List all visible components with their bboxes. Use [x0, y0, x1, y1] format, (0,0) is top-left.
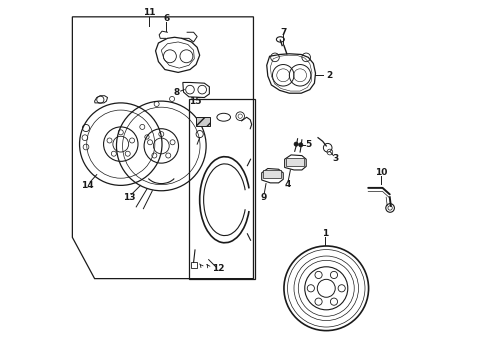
Polygon shape: [196, 117, 210, 126]
Bar: [190, 262, 197, 268]
Text: 13: 13: [122, 193, 135, 202]
Circle shape: [298, 143, 303, 147]
Bar: [188, 99, 255, 279]
Bar: [285, 158, 304, 166]
Text: 6: 6: [163, 14, 169, 23]
Bar: [263, 170, 281, 178]
Circle shape: [293, 142, 298, 146]
Text: 15: 15: [189, 97, 201, 106]
Text: 9: 9: [260, 193, 266, 202]
Text: 5: 5: [305, 140, 311, 149]
Text: 7: 7: [280, 28, 286, 37]
Text: 8: 8: [174, 87, 180, 96]
Text: 4: 4: [284, 180, 290, 189]
Text: 2: 2: [325, 71, 332, 80]
Text: 11: 11: [143, 8, 155, 17]
Text: 3: 3: [332, 154, 338, 163]
Text: 1: 1: [322, 229, 327, 238]
Text: 12: 12: [212, 265, 224, 274]
Text: 10: 10: [374, 168, 386, 177]
Text: 14: 14: [81, 181, 94, 190]
